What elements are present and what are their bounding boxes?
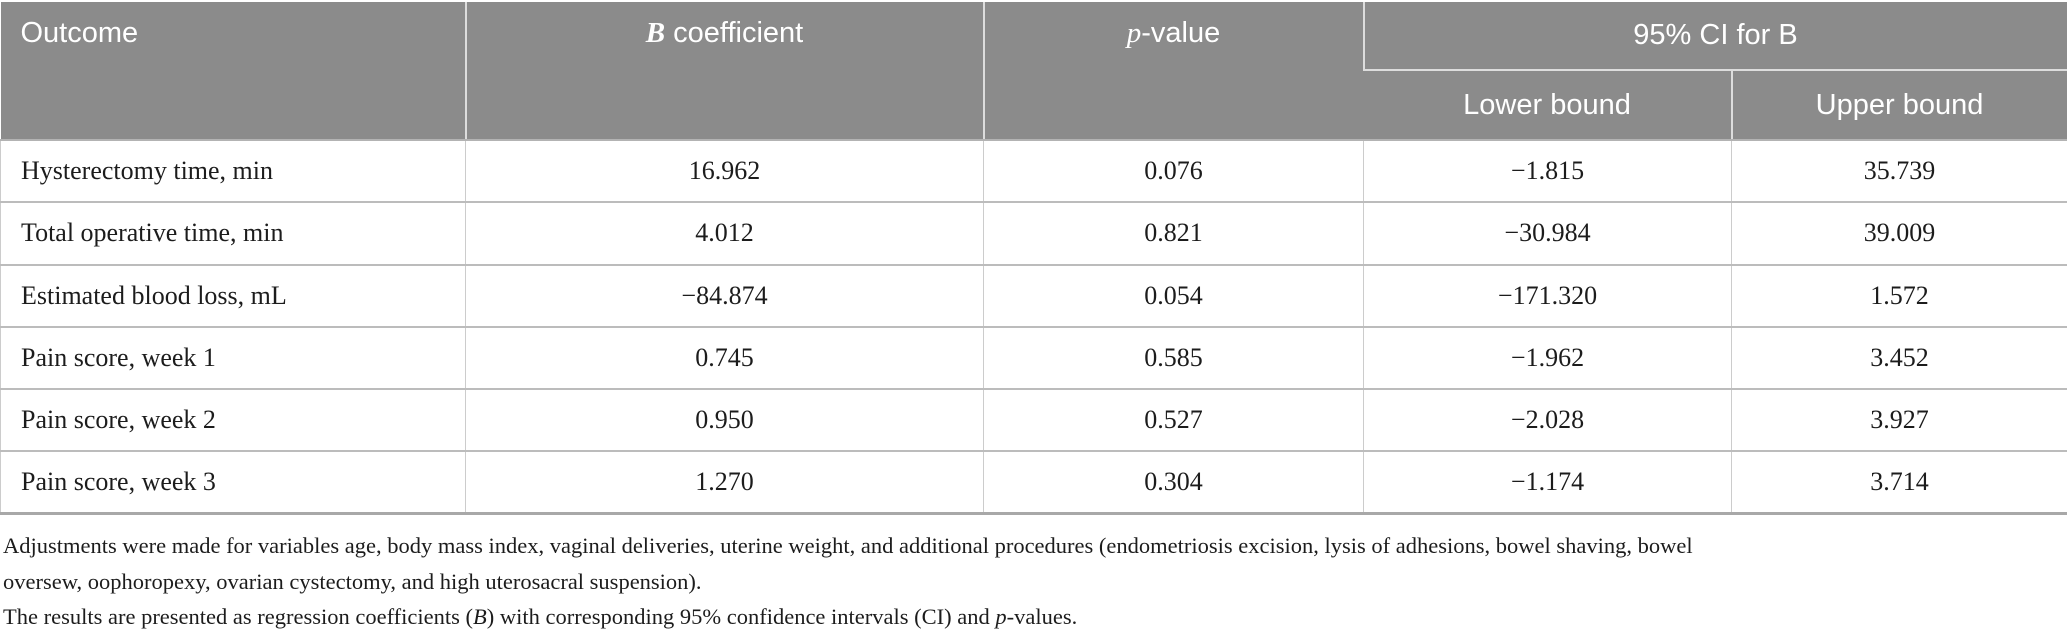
header-outcome-label: Outcome bbox=[20, 17, 139, 49]
math-b-symbol: B bbox=[473, 604, 487, 630]
footnote-results-mid: ) with corresponding 95% confidence inte… bbox=[486, 604, 996, 630]
header-p-value: p-value bbox=[982, 2, 1364, 141]
cell-p-value: 0.527 bbox=[983, 388, 1364, 453]
cell-upper-bound: 3.452 bbox=[1731, 325, 2067, 391]
header-ci-group: 95% CI for B bbox=[1362, 2, 2067, 71]
footnote-results-pre: The results are presented as regression … bbox=[3, 604, 474, 630]
header-b-coefficient: B coefficient bbox=[464, 2, 984, 141]
footnote-adjustments-line2: oversew, oophoropexy, ovarian cystectomy… bbox=[3, 568, 702, 594]
cell-lower-bound: −1.962 bbox=[1363, 325, 1732, 391]
cell-p-value: 0.585 bbox=[983, 325, 1364, 391]
table-row: Total operative time, min 4.012 0.821 −3… bbox=[0, 201, 2067, 266]
cell-upper-bound: 35.739 bbox=[1731, 138, 2067, 204]
footnote-results-post: -values. bbox=[1006, 604, 1078, 630]
cell-b-coefficient: 0.950 bbox=[465, 388, 984, 453]
cell-outcome: Pain score, week 1 bbox=[0, 325, 466, 391]
cell-lower-bound: −1.174 bbox=[1363, 450, 1732, 516]
cell-b-coefficient: 0.745 bbox=[465, 325, 984, 391]
header-upper-bound: Upper bound bbox=[1730, 70, 2067, 141]
table-row: Hysterectomy time, min 16.962 0.076 −1.8… bbox=[0, 138, 2067, 204]
math-p-symbol: p bbox=[1126, 17, 1142, 49]
cell-b-coefficient: 1.270 bbox=[465, 450, 984, 516]
cell-outcome: Pain score, week 2 bbox=[0, 388, 466, 453]
table-row: Pain score, week 3 1.270 0.304 −1.174 3.… bbox=[0, 450, 2067, 516]
table-body: Hysterectomy time, min 16.962 0.076 −1.8… bbox=[0, 138, 2067, 516]
cell-lower-bound: −30.984 bbox=[1363, 201, 1732, 266]
cell-b-coefficient: −84.874 bbox=[465, 263, 984, 328]
cell-lower-bound: −171.320 bbox=[1363, 263, 1732, 328]
cell-upper-bound: 3.927 bbox=[1731, 388, 2067, 453]
math-p-symbol: p bbox=[995, 604, 1007, 630]
cell-lower-bound: −1.815 bbox=[1363, 138, 1732, 204]
regression-results-table: Outcome B coefficient p-value 95% CI for… bbox=[0, 2, 2067, 516]
cell-outcome: Hysterectomy time, min bbox=[0, 138, 466, 204]
cell-p-value: 0.054 bbox=[983, 263, 1364, 328]
math-b-symbol: B bbox=[645, 17, 666, 49]
table-row: Pain score, week 2 0.950 0.527 −2.028 3.… bbox=[0, 388, 2067, 453]
cell-upper-bound: 1.572 bbox=[1731, 263, 2067, 328]
cell-outcome: Pain score, week 3 bbox=[0, 450, 466, 516]
cell-upper-bound: 3.714 bbox=[1731, 450, 2067, 516]
cell-p-value: 0.076 bbox=[983, 138, 1364, 204]
header-lower-bound: Lower bound bbox=[1363, 70, 1732, 141]
table-row: Estimated blood loss, mL −84.874 0.054 −… bbox=[0, 263, 2067, 328]
footnote-adjustments: Adjustments were made for variables age,… bbox=[3, 528, 2067, 599]
header-b-coefficient-label: coefficient bbox=[665, 17, 804, 49]
cell-b-coefficient: 16.962 bbox=[465, 138, 984, 204]
cell-b-coefficient: 4.012 bbox=[465, 201, 984, 266]
footnote-results: The results are presented as regression … bbox=[3, 599, 2067, 635]
cell-upper-bound: 39.009 bbox=[1731, 201, 2067, 266]
cell-p-value: 0.821 bbox=[983, 201, 1364, 266]
cell-lower-bound: −2.028 bbox=[1363, 388, 1732, 453]
cell-outcome: Estimated blood loss, mL bbox=[0, 263, 466, 328]
cell-outcome: Total operative time, min bbox=[0, 201, 466, 266]
header-outcome: Outcome bbox=[0, 2, 466, 141]
table-footnotes: Adjustments were made for variables age,… bbox=[3, 528, 2067, 635]
footnote-adjustments-line1: Adjustments were made for variables age,… bbox=[3, 533, 1693, 559]
table-header: Outcome B coefficient p-value 95% CI for… bbox=[0, 2, 2067, 141]
table-row: Pain score, week 1 0.745 0.585 −1.962 3.… bbox=[0, 325, 2067, 391]
cell-p-value: 0.304 bbox=[983, 450, 1364, 516]
header-p-value-label: -value bbox=[1141, 17, 1221, 49]
